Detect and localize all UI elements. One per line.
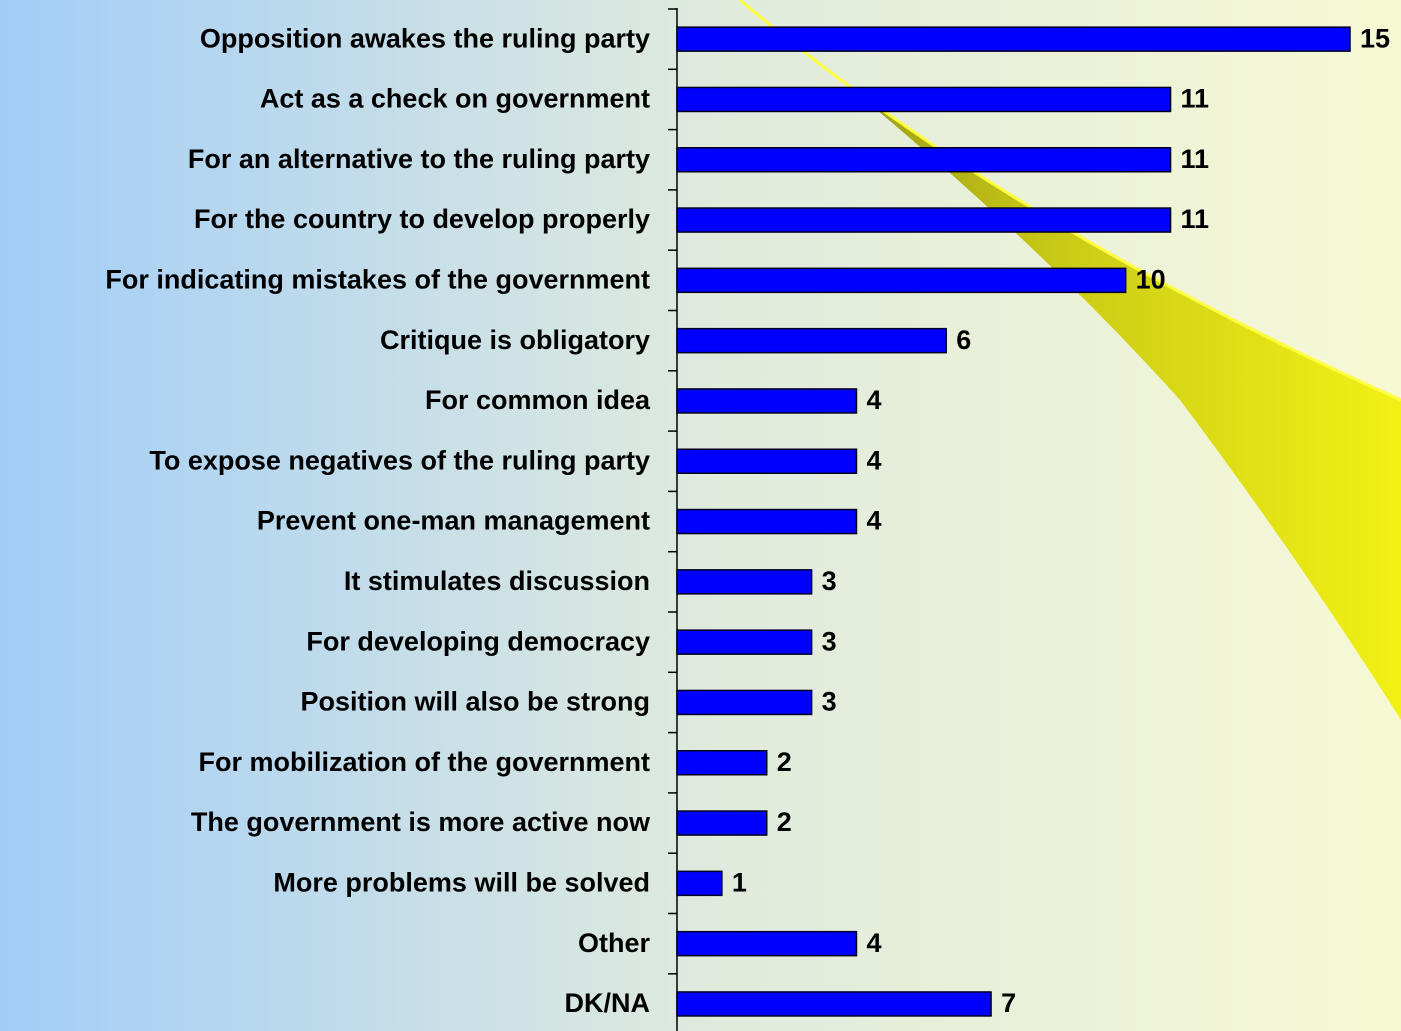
- value-label: 2: [777, 807, 792, 837]
- category-label: More problems will be solved: [273, 867, 650, 897]
- category-label: For developing democracy: [306, 626, 650, 656]
- bar: [676, 870, 723, 897]
- category-label: To expose negatives of the ruling party: [149, 445, 650, 475]
- category-label: The government is more active now: [191, 807, 651, 837]
- value-label: 4: [866, 385, 881, 415]
- category-label: It stimulates discussion: [344, 566, 650, 596]
- bar: [676, 86, 1172, 113]
- value-label: 3: [822, 626, 837, 656]
- bar: [676, 267, 1127, 294]
- category-label: Opposition awakes the ruling party: [200, 23, 650, 53]
- category-label: For indicating mistakes of the governmen…: [105, 264, 650, 294]
- value-label: 4: [866, 928, 881, 958]
- value-label: 4: [866, 445, 881, 475]
- bar: [676, 810, 768, 836]
- bar: [676, 388, 858, 414]
- bar: [676, 930, 858, 957]
- value-label: 3: [822, 566, 837, 596]
- category-label: For mobilization of the government: [199, 747, 651, 777]
- value-label: 1: [732, 867, 747, 897]
- value-label: 11: [1181, 204, 1210, 234]
- bar: [676, 327, 947, 354]
- value-label: 11: [1181, 144, 1210, 174]
- value-label: 6: [956, 325, 971, 355]
- bar: [676, 569, 813, 595]
- value-label: 3: [822, 687, 837, 717]
- bar: [676, 750, 768, 776]
- bar: [676, 207, 1172, 233]
- value-label: 2: [777, 747, 792, 777]
- category-label: Position will also be strong: [300, 687, 650, 717]
- category-label: For common idea: [425, 385, 651, 415]
- bar: [676, 991, 992, 1017]
- plot: Opposition awakes the ruling party 15 Act …: [105, 8, 1390, 1018]
- bar: [676, 508, 858, 535]
- category-label: Act as a check on government: [260, 84, 650, 114]
- value-label: 7: [1001, 988, 1016, 1018]
- category-label: DK/NA: [565, 988, 651, 1018]
- category-label: For an alternative to the ruling party: [188, 144, 650, 174]
- bar: [676, 448, 858, 474]
- value-label: 10: [1136, 264, 1166, 294]
- bar: [676, 629, 813, 655]
- category-label: For the country to develop properly: [194, 204, 650, 234]
- value-label: 15: [1360, 23, 1390, 53]
- bar: [676, 26, 1351, 52]
- category-label: Prevent one-man management: [257, 506, 650, 536]
- category-label: Other: [578, 928, 651, 958]
- bar: [676, 689, 813, 716]
- bar: [676, 147, 1172, 173]
- value-label: 4: [866, 506, 881, 536]
- value-label: 11: [1181, 84, 1210, 114]
- category-label: Critique is obligatory: [380, 325, 650, 355]
- decoration: [740, 0, 1401, 720]
